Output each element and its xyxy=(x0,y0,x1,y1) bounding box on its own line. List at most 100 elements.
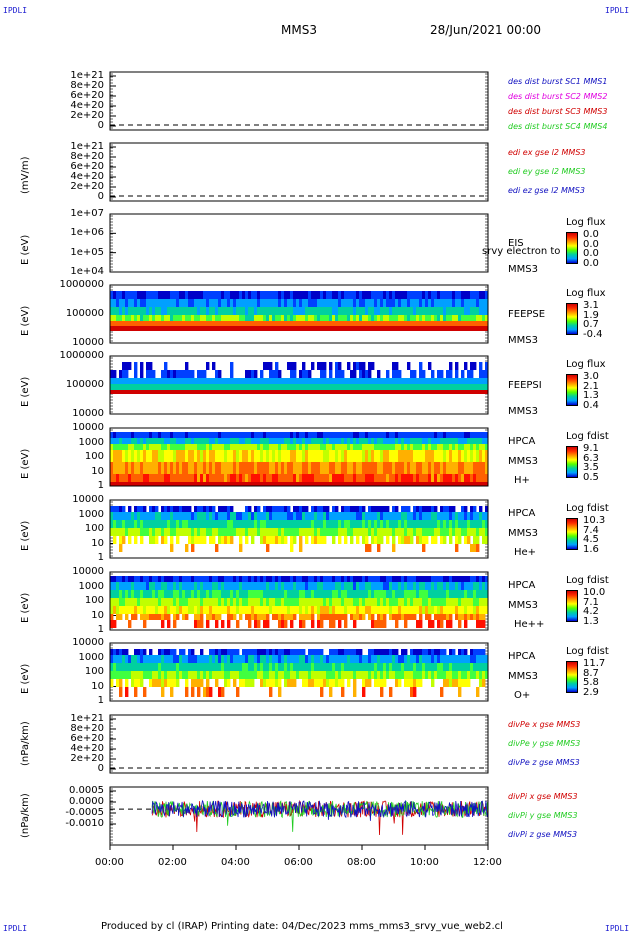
heatmap-cell xyxy=(212,590,216,598)
heatmap-cell xyxy=(458,620,462,628)
heatmap-cell xyxy=(470,671,474,679)
heatmap-cell xyxy=(485,321,489,326)
heatmap-cell xyxy=(416,438,420,444)
heatmap-cell xyxy=(362,299,366,307)
heatmap-cell xyxy=(272,606,276,614)
heatmap-cell xyxy=(398,520,402,528)
ytick-label: 1e+07 xyxy=(70,208,104,219)
heatmap-cell xyxy=(185,299,189,307)
heatmap-cell xyxy=(482,450,486,462)
heatmap-cell xyxy=(305,462,309,474)
heatmap-cell xyxy=(410,520,414,528)
heatmap-cell xyxy=(215,620,219,628)
heatmap-cell xyxy=(137,590,141,598)
heatmap-cell xyxy=(344,378,348,384)
heatmap-cell xyxy=(272,315,276,321)
heatmap-cell xyxy=(152,474,156,482)
heatmap-cell xyxy=(419,384,423,390)
heatmap-cell xyxy=(413,462,417,474)
heatmap-cell xyxy=(338,614,342,620)
heatmap-cell xyxy=(191,474,195,482)
heatmap-cell xyxy=(179,528,183,536)
heatmap-cell xyxy=(446,679,450,687)
panel-label: HPCA xyxy=(508,651,536,662)
heatmap-cell xyxy=(164,671,168,679)
heatmap-cell xyxy=(197,432,201,438)
heatmap-cell xyxy=(452,655,456,663)
heatmap-cell xyxy=(428,390,432,394)
heatmap-cell xyxy=(446,291,450,299)
heatmap-cell xyxy=(134,536,138,544)
heatmap-cell xyxy=(164,606,168,614)
heatmap-cell xyxy=(464,671,468,679)
heatmap-cell xyxy=(368,649,372,655)
heatmap-cell xyxy=(209,582,213,590)
heatmap-cell xyxy=(347,444,351,450)
heatmap-cell xyxy=(323,512,327,520)
heatmap-cell xyxy=(209,506,213,512)
heatmap-cell xyxy=(296,649,300,655)
heatmap-cell xyxy=(419,620,423,628)
heatmap-cell xyxy=(416,536,420,544)
heatmap-cell xyxy=(188,512,192,520)
heatmap-cell xyxy=(326,520,330,528)
heatmap-cell xyxy=(401,649,405,655)
heatmap-cell xyxy=(173,671,177,679)
heatmap-cell xyxy=(179,444,183,450)
heatmap-cell xyxy=(380,506,384,512)
heatmap-cell xyxy=(449,536,453,544)
heatmap-cell xyxy=(356,655,360,663)
heatmap-cell xyxy=(203,655,207,663)
heatmap-cell xyxy=(185,444,189,450)
heatmap-cell xyxy=(221,620,225,628)
heatmap-cell xyxy=(158,649,162,655)
heatmap-cell xyxy=(455,614,459,620)
heatmap-cell xyxy=(380,687,384,697)
heatmap-cell xyxy=(182,370,186,378)
heatmap-cell xyxy=(284,655,288,663)
heatmap-cell xyxy=(326,590,330,598)
heatmap-cell xyxy=(485,655,489,663)
heatmap-cell xyxy=(272,462,276,474)
heatmap-cell xyxy=(401,444,405,450)
heatmap-cell xyxy=(416,663,420,671)
colorbar-title: Log fdist xyxy=(566,575,609,586)
heatmap-cell xyxy=(353,520,357,528)
heatmap-cell xyxy=(305,450,309,462)
heatmap-cell xyxy=(146,462,150,474)
heatmap-cell xyxy=(173,384,177,390)
heatmap-cell xyxy=(425,536,429,544)
heatmap-cell xyxy=(422,606,426,614)
heatmap-cell xyxy=(461,390,465,394)
heatmap-cell xyxy=(344,614,348,620)
heatmap-cell xyxy=(332,450,336,462)
heatmap-cell xyxy=(401,378,405,384)
heatmap-cell xyxy=(335,326,339,331)
heatmap-cell xyxy=(386,520,390,528)
heatmap-cell xyxy=(239,384,243,390)
heatmap-cell xyxy=(197,444,201,450)
heatmap-cell xyxy=(200,432,204,438)
heatmap-cell xyxy=(209,326,213,331)
ytick-label: 4e+20 xyxy=(70,743,104,754)
heatmap-cell xyxy=(215,462,219,474)
heatmap-cell xyxy=(377,655,381,663)
heatmap-cell xyxy=(248,649,252,655)
heatmap-cell xyxy=(206,606,210,614)
heatmap-cell xyxy=(161,474,165,482)
heatmap-cell xyxy=(164,506,168,512)
heatmap-cell xyxy=(425,450,429,462)
heatmap-cell xyxy=(113,536,117,544)
heatmap-cell xyxy=(116,482,120,486)
heatmap-cell xyxy=(152,590,156,598)
heatmap-cell xyxy=(464,362,468,370)
heatmap-cell xyxy=(347,655,351,663)
heatmap-cell xyxy=(197,370,201,378)
heatmap-cell xyxy=(353,528,357,536)
heatmap-cell xyxy=(311,582,315,590)
heatmap-cell xyxy=(476,321,480,326)
heatmap-cell xyxy=(245,299,249,307)
heatmap-cell xyxy=(137,307,141,315)
heatmap-cell xyxy=(350,649,354,655)
heatmap-cell xyxy=(185,390,189,394)
